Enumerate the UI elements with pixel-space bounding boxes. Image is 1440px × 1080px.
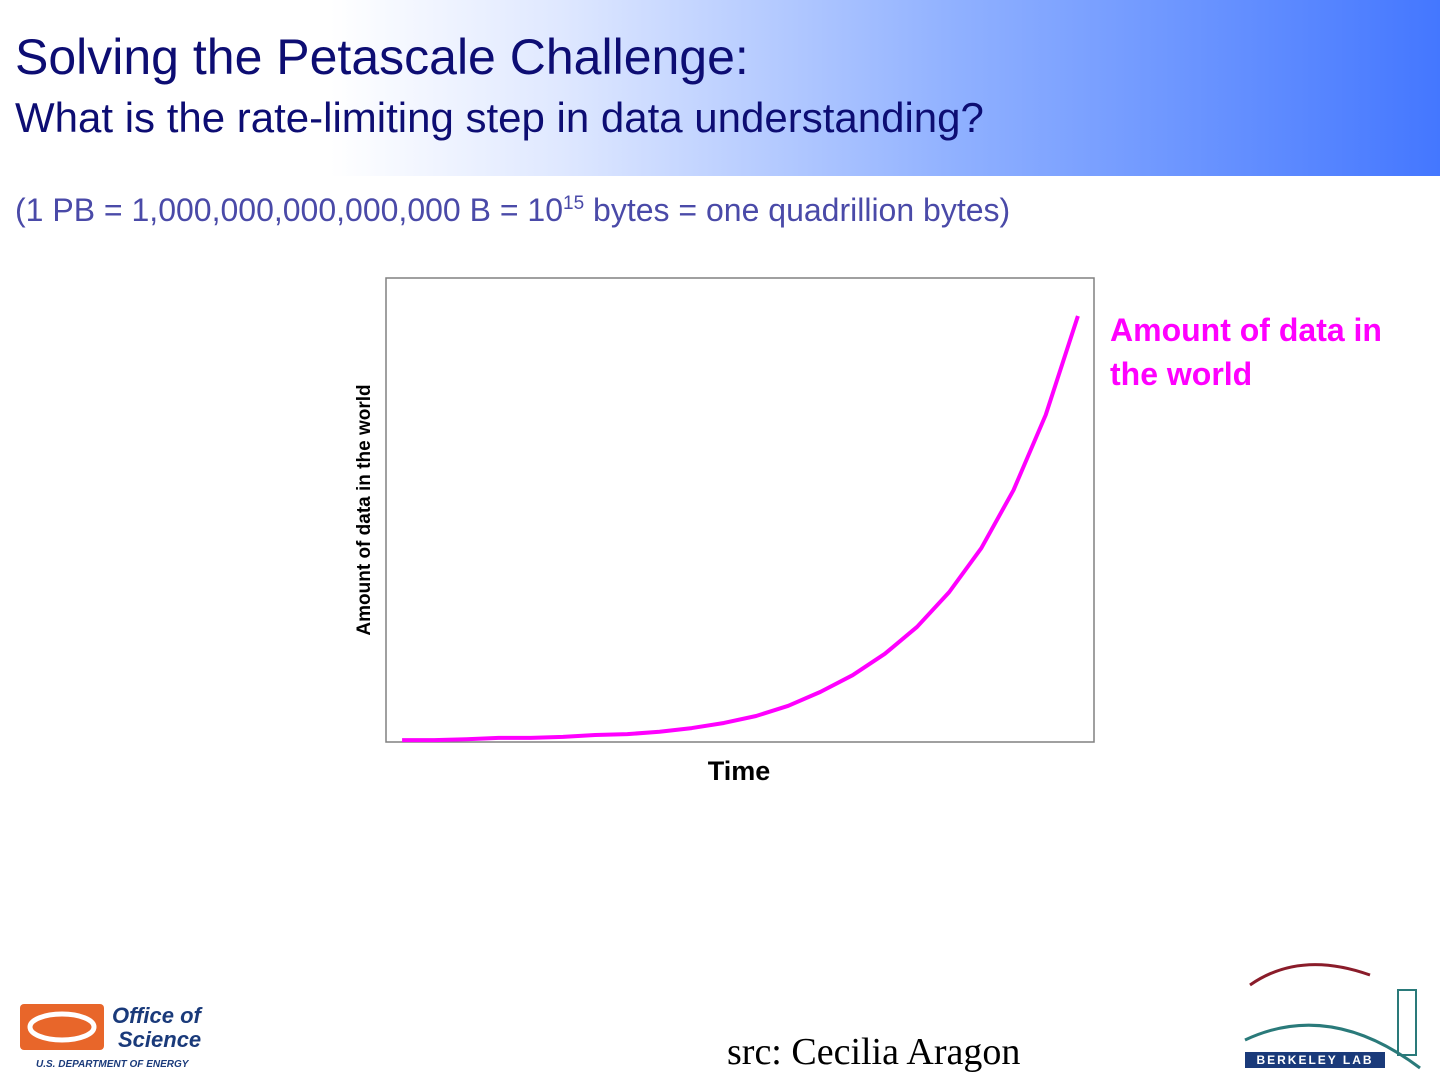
logo-mark (20, 1004, 104, 1050)
note-text: bytes = one quadrillion bytes) (584, 192, 1011, 228)
logo-right: BERKELEY LAB (1244, 963, 1421, 1070)
logo-mark (1244, 1023, 1421, 1070)
plot-frame (385, 277, 1095, 743)
logo-text: Office of (112, 1003, 204, 1028)
y-axis-label: Amount of data in the world (354, 384, 375, 635)
note: (1 PB = 1,000,000,000,000,000 B = 1015 b… (15, 192, 1010, 229)
note-text: (1 PB = 1,000,000,000,000,000 B = 10 (15, 192, 563, 228)
header-band (0, 0, 1440, 176)
logo-mark (1245, 1052, 1385, 1068)
x-axis-label: Time (708, 756, 771, 786)
logo-left: Office of Science U.S. DEPARTMENT OF ENE… (20, 1003, 204, 1070)
data-line (402, 315, 1080, 743)
slide-title: Solving the Petascale Challenge: (15, 29, 749, 85)
logo-text: BERKELEY LAB (1256, 1053, 1373, 1067)
logo-text: U.S. DEPARTMENT OF ENERGY (36, 1059, 190, 1070)
logo-text: Science (118, 1027, 201, 1052)
note-exponent: 15 (563, 193, 585, 214)
logo-mark (1249, 963, 1371, 987)
logo-mark (27, 1011, 97, 1043)
slide-subtitle: What is the rate-limiting step in data u… (15, 94, 984, 141)
legend-entry: Amount of data in the world (1110, 312, 1382, 392)
source: src: Cecilia Aragon (727, 1031, 1021, 1073)
logo-mark (1397, 989, 1417, 1056)
